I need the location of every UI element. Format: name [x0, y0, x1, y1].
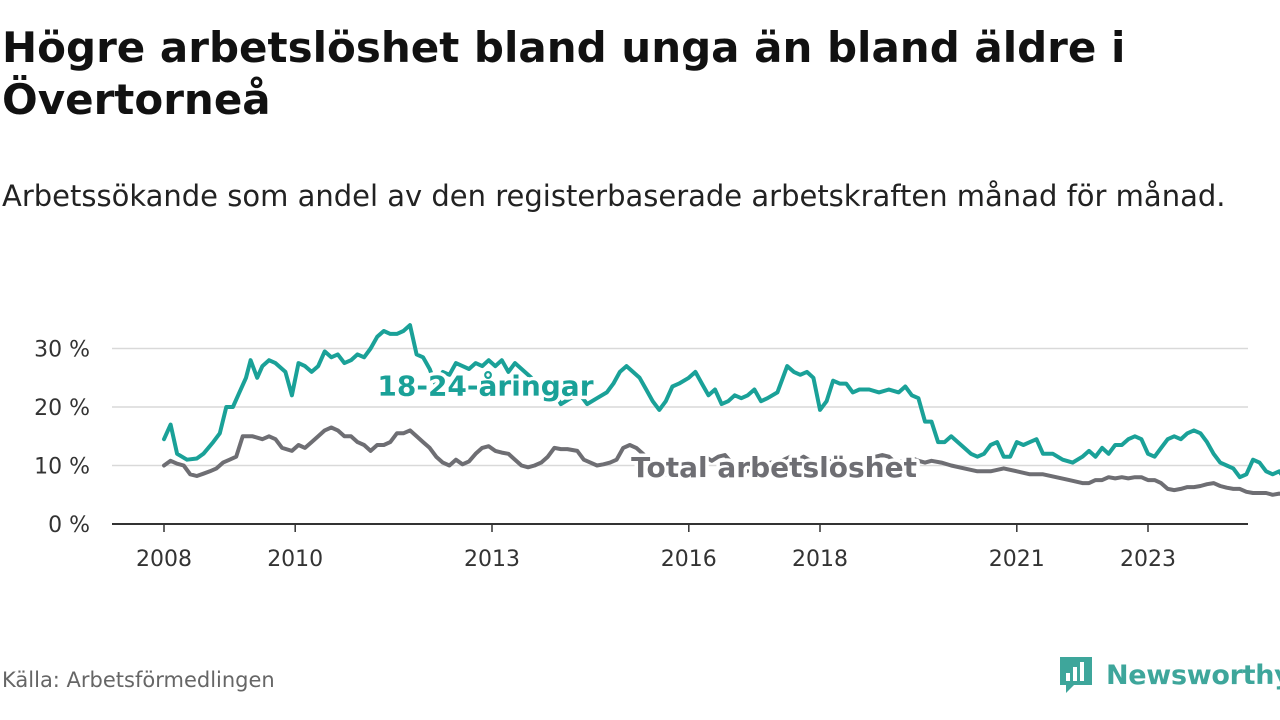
chart-title: Högre arbetslöshet bland unga än bland ä…	[2, 23, 1126, 124]
series-line	[162, 425, 1280, 497]
y-tick-label: 30 %	[34, 338, 90, 363]
line-chart: 0 % 10 % 20 % 30 % 2008 2010 2013 2016 2018 2021…	[34, 323, 1280, 570]
series-label: 18-24-åringar	[377, 369, 593, 402]
series-lines	[162, 323, 1280, 497]
series-line	[162, 323, 1280, 480]
brand-logo: Newsworthy	[1058, 654, 1280, 696]
y-tick-label: 10 %	[34, 455, 90, 480]
series-label: Total arbetslöshet	[631, 451, 917, 484]
x-tick-label: 2016	[661, 547, 717, 570]
x-tick-label: 2010	[267, 547, 323, 570]
x-axis-ticks: 2008 2010 2013 2016 2018 2021 2023	[136, 524, 1176, 570]
x-tick-label: 2008	[136, 547, 192, 570]
y-tick-label: 0 %	[48, 513, 90, 538]
x-tick-label: 2018	[792, 547, 848, 570]
y-tick-label: 20 %	[34, 396, 90, 421]
chart-subtitle: Arbetssökande som andel av den registerb…	[2, 179, 1226, 213]
y-axis-ticks: 0 % 10 % 20 % 30 %	[34, 338, 90, 539]
grid-lines	[112, 347, 1248, 525]
brand-name: Newsworthy	[1106, 659, 1280, 691]
x-tick-label: 2013	[464, 547, 520, 570]
x-tick-label: 2023	[1120, 547, 1176, 570]
source-note: Källa: Arbetsförmedlingen	[2, 668, 275, 692]
x-tick-label: 2021	[989, 547, 1045, 570]
bar-chart-logo-icon	[1060, 657, 1092, 693]
